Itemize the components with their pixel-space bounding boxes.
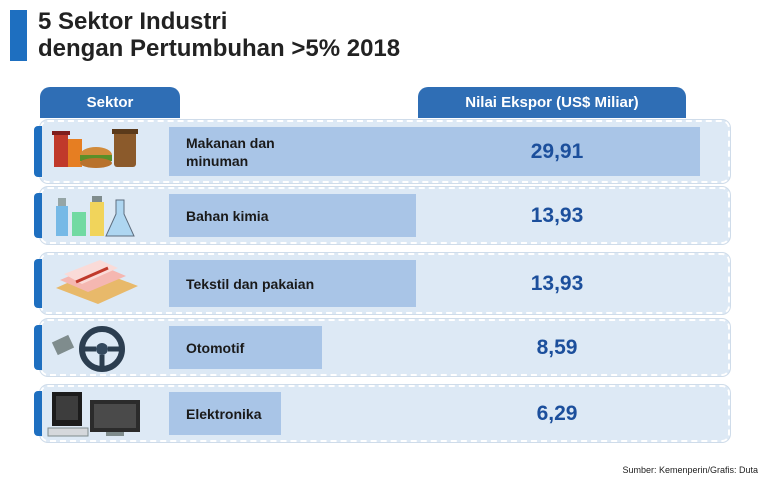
- data-label: 13,93: [530, 203, 584, 227]
- row-accent-bar: [34, 391, 42, 436]
- food-drink-icon: [46, 125, 146, 175]
- category-label: Elektronika: [186, 405, 262, 422]
- bar: [169, 260, 416, 307]
- header-nilai-ekspor: Nilai Ekspor (US$ Miliar): [418, 87, 686, 118]
- title-line-2: dengan Pertumbuhan >5% 2018: [38, 35, 401, 62]
- title-accent-bar: [10, 10, 27, 61]
- bar: [169, 194, 416, 237]
- row-accent-bar: [34, 259, 42, 308]
- chart-title: 5 Sektor Industri dengan Pertumbuhan >5%…: [38, 8, 400, 62]
- steering-wheel-icon: [46, 324, 146, 374]
- bar: [169, 392, 281, 435]
- chart-row: Makanan dan minuman 29,91: [34, 120, 730, 183]
- category-label: Makanan dan minuman: [186, 134, 275, 169]
- category-label: Bahan kimia: [186, 207, 269, 224]
- row-accent-bar: [34, 193, 42, 238]
- chart-row: Otomotif 8,59: [34, 319, 730, 376]
- category-label: Otomotif: [186, 339, 245, 356]
- data-label: 13,93: [530, 271, 584, 295]
- row-accent-bar: [34, 126, 42, 177]
- data-label: 6,29: [536, 401, 578, 425]
- title-line-1: 5 Sektor Industri: [38, 8, 228, 35]
- chart-row: Elektronika 6,29: [34, 385, 730, 442]
- bar: [169, 326, 322, 369]
- data-label: 8,59: [536, 335, 578, 359]
- category-label: Tekstil dan pakaian: [186, 275, 315, 292]
- chart-row: Tekstil dan pakaian 13,93: [34, 253, 730, 314]
- source-note: Sumber: Kemenperin/Grafis: Duta: [622, 465, 758, 475]
- textile-icon: [46, 258, 146, 308]
- row-accent-bar: [34, 325, 42, 370]
- data-label: 29,91: [530, 139, 584, 163]
- header-sektor: Sektor: [40, 87, 180, 118]
- chemical-icon: [46, 192, 146, 242]
- chart-row: Bahan kimia 13,93: [34, 187, 730, 244]
- computer-icon: [46, 390, 146, 440]
- bar: [169, 127, 700, 176]
